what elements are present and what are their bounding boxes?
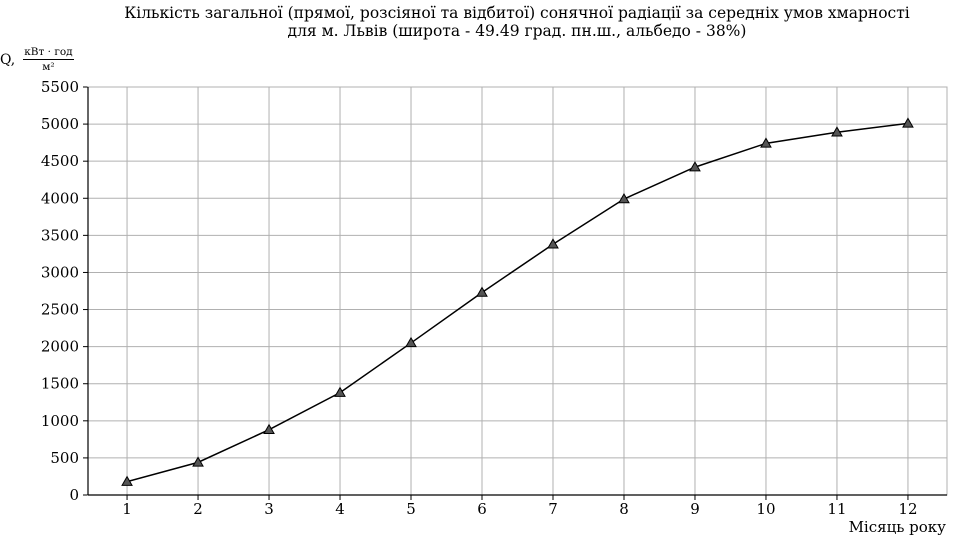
data-point-marker xyxy=(547,238,559,249)
y-axis-label: Q, кВт · год м² xyxy=(0,46,74,73)
y-tick-label: 0 xyxy=(69,486,79,504)
x-tick-label: 9 xyxy=(690,500,700,518)
x-tick-label: 7 xyxy=(548,500,558,518)
x-tick-label: 1 xyxy=(122,500,132,518)
y-tick-label: 5500 xyxy=(41,78,79,96)
y-tick-label: 500 xyxy=(50,449,79,467)
y-tick-label: 4500 xyxy=(41,152,79,170)
data-point-marker xyxy=(334,386,346,397)
y-tick-label: 3000 xyxy=(41,263,79,281)
x-tick-label: 11 xyxy=(827,500,846,518)
x-tick-label: 10 xyxy=(756,500,775,518)
chart-title: Кількість загальної (прямої, розсіяної т… xyxy=(0,4,976,40)
x-tick-label: 3 xyxy=(264,500,274,518)
chart-title-line-2: для м. Львів (широта - 49.49 град. пн.ш.… xyxy=(287,22,747,40)
y-axis-symbol: Q, xyxy=(0,51,16,68)
x-tick-label: 4 xyxy=(335,500,345,518)
x-tick-label: 5 xyxy=(406,500,416,518)
y-tick-label: 2500 xyxy=(41,301,79,319)
data-point-marker xyxy=(192,456,204,467)
x-tick-label: 2 xyxy=(193,500,203,518)
axes xyxy=(83,86,948,500)
chart-title-line-1: Кількість загальної (прямої, розсіяної т… xyxy=(124,4,910,22)
y-tick-label: 4000 xyxy=(41,189,79,207)
data-point-marker xyxy=(121,475,133,486)
series-line xyxy=(126,122,909,483)
x-tick-label: 6 xyxy=(477,500,487,518)
data-point-marker xyxy=(689,161,701,172)
y-tick-label: 1000 xyxy=(41,412,79,430)
data-point-marker xyxy=(405,336,417,348)
grid-lines xyxy=(88,86,947,496)
y-tick-label: 3500 xyxy=(41,226,79,244)
y-tick-label: 2000 xyxy=(41,338,79,356)
y-tick-label: 5000 xyxy=(41,115,79,133)
data-point-marker xyxy=(760,137,772,148)
plot-frame xyxy=(87,86,948,496)
data-point-marker xyxy=(476,286,488,297)
y-axis-unit-denominator: м² xyxy=(42,61,55,73)
y-tick-label: 1500 xyxy=(41,375,79,393)
data-point-marker xyxy=(263,423,275,434)
y-axis-unit: кВт · год м² xyxy=(23,46,74,73)
x-axis-label: Місяць року xyxy=(848,518,946,536)
data-series xyxy=(121,117,914,486)
x-tick-label: 8 xyxy=(619,500,629,518)
data-point-marker xyxy=(831,126,843,137)
y-axis-unit-numerator: кВт · год xyxy=(23,46,74,60)
data-point-marker xyxy=(618,193,630,204)
data-point-marker xyxy=(902,117,914,128)
x-tick-label: 12 xyxy=(898,500,917,518)
tick-labels: 1 2 3 4 5 6 7 8 9 10 11 120500100015002000250030003… xyxy=(41,78,918,518)
